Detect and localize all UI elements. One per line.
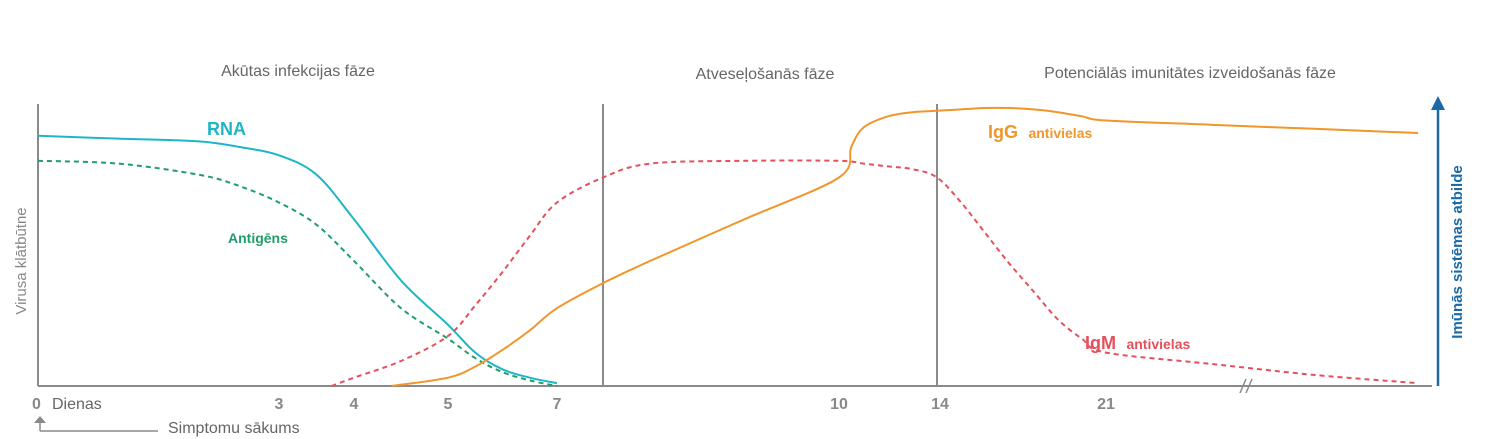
x-tick-0: 0: [32, 396, 41, 413]
series-line-rna: [37, 134, 558, 385]
series-label-igg-rest: antivielas: [1028, 125, 1092, 141]
x-tick-14: 14: [931, 396, 949, 413]
phase-label-acute: Akūtas infekcijas fāze: [221, 63, 375, 80]
series-label-antigen: Antigēns: [228, 230, 288, 246]
series-label-rna: RNA: [207, 119, 246, 139]
x-start-label: Dienas: [52, 396, 102, 413]
series-label-igm: IgM antivielas: [1085, 333, 1190, 353]
immune-response-arrow: [1431, 96, 1445, 386]
x-tick-10: 10: [830, 396, 848, 413]
series-label-igg-main: IgG: [988, 122, 1018, 142]
phase-label-recovery: Atveseļošanās fāze: [696, 66, 835, 83]
symptom-onset-marker: [34, 416, 158, 432]
series-label-igm-main: IgM: [1085, 333, 1116, 353]
x-tick-7: 7: [553, 396, 562, 413]
up-arrow-icon: [34, 416, 46, 423]
series-line-igm: [331, 159, 1419, 387]
series-label-igg: IgG antivielas: [988, 122, 1092, 142]
x-tick-3: 3: [275, 396, 284, 413]
phase-label-immunity: Potenciālās imunitātes izveidošanās fāze: [1044, 65, 1336, 82]
axis-break-mark: [1239, 378, 1253, 394]
series-line-igg: [391, 106, 1419, 387]
series-label-igm-rest: antivielas: [1126, 336, 1190, 352]
y-axis-label: Virusa klātbūtne: [13, 207, 30, 314]
x-tick-4: 4: [350, 396, 359, 413]
immune-response-label: Imūnās sistēmas atbilde: [1449, 165, 1466, 338]
x-tick-21: 21: [1097, 396, 1115, 413]
x-tick-5: 5: [444, 396, 453, 413]
series-line-antigen: [37, 159, 558, 387]
symptom-onset-label: Simptomu sākums: [168, 420, 300, 437]
